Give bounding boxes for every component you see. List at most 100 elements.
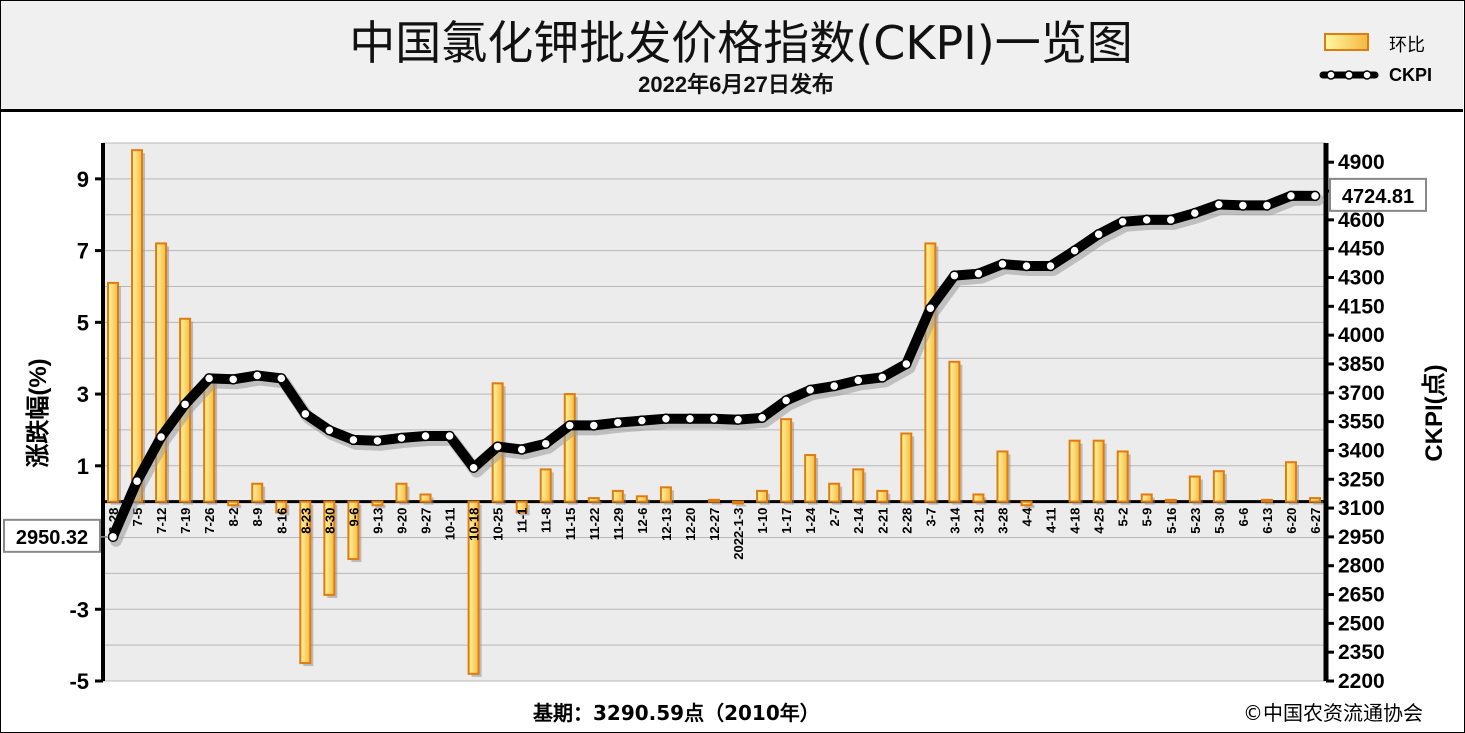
right-tick-label: 3700: [1338, 382, 1385, 405]
bar: [852, 468, 865, 503]
ckpi-point: [276, 373, 287, 384]
x-tick-label: 4-11: [1044, 508, 1059, 533]
bar: [1068, 439, 1081, 503]
first-value-box: [3, 518, 101, 553]
ckpi-point: [155, 431, 167, 443]
ckpi-point: [612, 417, 624, 428]
bar-shadow: [375, 504, 386, 509]
bar: [924, 242, 937, 503]
legend-line-label: CKPI: [1389, 65, 1433, 85]
ckpi-point: [708, 413, 720, 424]
right-tick-label: 2350: [1338, 641, 1385, 664]
x-tick-label: 11-8: [539, 508, 554, 533]
bar: [972, 493, 985, 503]
x-tick-label: 6-20: [1284, 508, 1299, 534]
last-value-box: [1329, 177, 1427, 212]
bar-shadow: [1168, 502, 1179, 505]
right-tick-label: 3400: [1338, 439, 1385, 462]
bar: [587, 497, 600, 503]
ckpi-point: [756, 412, 768, 424]
bar: [635, 495, 648, 503]
ckpi-point: [780, 395, 792, 406]
x-tick-label: 7-19: [178, 508, 193, 534]
x-tick-label: 3-7: [923, 508, 938, 527]
right-tick-label: 4150: [1338, 295, 1385, 318]
x-tick-label: 5-16: [1164, 508, 1179, 534]
x-tick-label: 11-1: [515, 508, 530, 533]
x-tick-label: 6-13: [1260, 508, 1275, 534]
bar: [659, 486, 672, 503]
bar: [275, 500, 288, 514]
x-tick-label: 8-30: [322, 508, 337, 534]
right-tick-label: 4900: [1338, 151, 1385, 174]
left-axis-title: 涨跌幅(%): [25, 358, 52, 467]
ckpi-point: [444, 430, 455, 442]
x-tick-label: 8-23: [298, 508, 313, 534]
ckpi-point: [1069, 245, 1080, 256]
x-tick-label: 2022-1-3: [731, 508, 746, 560]
ckpi-point: [1141, 214, 1152, 226]
legend-line-swatch: [1319, 70, 1379, 80]
bar: [756, 489, 769, 503]
ckpi-point: [1117, 216, 1128, 228]
ckpi-point: [468, 462, 479, 473]
bar: [1164, 498, 1177, 503]
ckpi-point: [1189, 207, 1201, 219]
ckpi-point: [203, 373, 215, 384]
x-tick-label: 5-30: [1212, 508, 1227, 534]
footer-base-period: 基期：3290.59点（2010年）: [533, 701, 820, 725]
x-tick-label: 2-21: [875, 508, 890, 534]
ckpi-point: [348, 434, 359, 446]
x-tick-label: 9-27: [419, 508, 434, 534]
bar: [371, 500, 384, 507]
ckpi-point: [324, 425, 335, 436]
bar: [131, 149, 144, 503]
bar-shadow: [591, 501, 602, 505]
x-tick-label: 1-17: [779, 508, 794, 534]
x-tick-label: 12-13: [659, 508, 674, 541]
right-tick-label: 2650: [1338, 584, 1385, 607]
bar: [828, 482, 841, 503]
bar-shadow: [1313, 501, 1323, 505]
bar-shadow: [1264, 502, 1275, 505]
left-tick-label: -5: [69, 669, 89, 694]
legend-bar-swatch: [1324, 33, 1369, 51]
left-tick-label: 3: [77, 382, 89, 407]
x-tick-label: 1-24: [803, 507, 818, 534]
left-tick-label: 5: [77, 310, 89, 335]
x-tick-label: 8-9: [250, 508, 265, 527]
ckpi-point: [1285, 190, 1297, 202]
footer-credit: ©中国农资流通协会: [1243, 701, 1423, 725]
bar: [227, 500, 240, 507]
last-value-label: 4724.81: [1342, 186, 1414, 208]
x-tick-label: 4-18: [1068, 508, 1083, 534]
left-tick-label: 7: [77, 239, 89, 264]
right-tick-label: 2200: [1338, 670, 1385, 693]
ckpi-point: [251, 370, 263, 381]
bar: [1212, 470, 1225, 503]
ckpi-point: [949, 270, 960, 281]
ckpi-point: [1261, 200, 1273, 211]
legend-bar-label: 环比: [1389, 35, 1425, 56]
ckpi-point: [396, 432, 407, 444]
x-tick-label: 11-15: [563, 508, 578, 541]
bar: [395, 482, 408, 503]
bar: [323, 500, 336, 596]
right-tick-label: 4000: [1338, 324, 1385, 347]
x-tick-label: 8-2: [226, 508, 241, 527]
x-tick-label: 4-25: [1092, 508, 1107, 534]
first-value-label: 2950.32: [16, 527, 88, 549]
bar: [611, 489, 624, 503]
ckpi-point: [973, 268, 984, 279]
right-axis-title: CKPI(点): [1421, 364, 1448, 461]
bar: [732, 500, 745, 505]
x-tick-label: 3-28: [995, 508, 1010, 534]
ckpi-point: [732, 414, 744, 425]
bar: [1140, 493, 1153, 503]
ckpi-point: [1045, 260, 1056, 272]
x-tick-label: 12-20: [683, 508, 698, 541]
ckpi-point: [1165, 214, 1177, 226]
x-tick-label: 7-26: [202, 508, 217, 534]
chart-header: 中国氯化钾批发价格指数(CKPI)一览图 2022年6月27日发布 环比 CKP…: [1, 1, 1463, 112]
